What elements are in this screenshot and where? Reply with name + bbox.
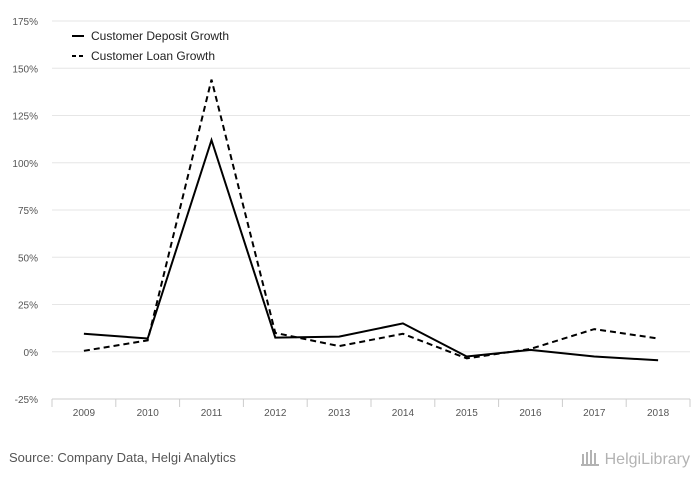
x-tick-label: 2012 [264, 408, 287, 419]
line-chart: -25% 0% 25% 50% 75% 100% 125% 150% 175% 2009 2010… [12, 17, 691, 419]
y-tick-label: 75% [18, 206, 38, 217]
y-axis-ticks: -25% 0% 25% 50% 75% 100% 125% 150% 175% [12, 17, 38, 406]
legend-label-loan: Customer Loan Growth [91, 49, 215, 63]
library-icon [580, 448, 601, 471]
y-tick-label: 175% [12, 17, 38, 28]
x-tick-label: 2009 [73, 408, 96, 419]
x-axis: 2009 2010 2011 2012 2013 2014 2015 2016 2017 2018 [51, 398, 691, 419]
grid-lines [52, 20, 690, 400]
x-tick-label: 2017 [583, 408, 606, 419]
y-tick-label: 125% [12, 112, 38, 123]
brand-name: HelgiLibrary [604, 450, 690, 468]
brand-logo: HelgiLibrary [580, 448, 690, 471]
y-tick-label: 100% [12, 159, 38, 170]
series-line-deposit-growth [83, 136, 659, 362]
legend: Customer Deposit Growth Customer Loan Gr… [72, 29, 229, 63]
legend-label-deposit: Customer Deposit Growth [91, 29, 229, 43]
y-tick-label: 0% [24, 348, 39, 359]
x-tick-label: 2014 [392, 408, 415, 419]
source-note: Source: Company Data, Helgi Analytics [9, 450, 236, 465]
y-tick-label: 25% [18, 301, 38, 312]
series-line-loan-growth [83, 79, 659, 360]
x-tick-label: 2010 [137, 408, 160, 419]
x-tick-label: 2015 [456, 408, 479, 419]
y-tick-label: -25% [15, 395, 38, 406]
y-tick-label: 150% [12, 64, 38, 75]
y-tick-label: 50% [18, 253, 38, 264]
series-lines [83, 79, 659, 362]
x-tick-label: 2016 [519, 408, 542, 419]
x-tick-label: 2011 [201, 408, 223, 419]
x-tick-label: 2013 [328, 408, 351, 419]
x-tick-label: 2018 [647, 408, 670, 419]
